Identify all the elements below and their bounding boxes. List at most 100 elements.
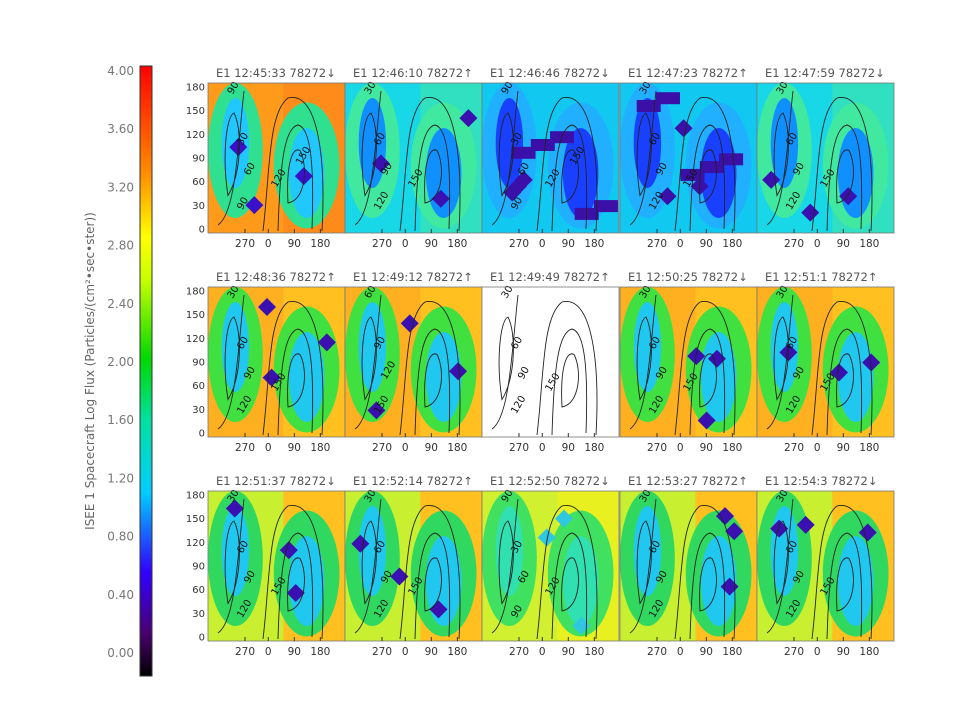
flux-region: [425, 536, 462, 626]
y-tick-label: 150: [186, 106, 205, 117]
x-tick-label: 90: [837, 646, 850, 658]
contour-line: [766, 90, 794, 226]
flux-region: [367, 401, 386, 420]
contour-line: [361, 112, 377, 197]
x-tick-label: 270: [784, 238, 804, 250]
x-tick-label: 0: [677, 238, 684, 250]
contour-line: [699, 149, 717, 204]
contour-line: [414, 328, 451, 436]
contour-line: [491, 498, 519, 634]
contour-line: [811, 97, 873, 232]
flux-region: [429, 600, 448, 619]
panel-title: E1 12:52:14 78272↑: [353, 474, 473, 488]
flux-region: [425, 128, 462, 218]
flux-region: [725, 522, 744, 541]
contour-line: [287, 557, 305, 612]
flux-region: [530, 139, 555, 151]
x-tick-label: 0: [539, 238, 546, 250]
contour-line: [636, 520, 652, 605]
x-tick-label: 270: [509, 238, 529, 250]
contour-line: [287, 149, 305, 204]
contour-line: [414, 124, 451, 232]
panel-title: E1 12:46:46 78272↓: [490, 66, 610, 80]
contour-line: [551, 124, 588, 232]
contour-line: [674, 505, 736, 640]
x-tick-label: 0: [677, 646, 684, 658]
x-tick-label: 0: [402, 646, 409, 658]
panel-title: E1 12:50:25 78272↓: [628, 270, 748, 284]
y-tick-label: 90: [192, 562, 205, 573]
flux-region: [716, 507, 734, 526]
y-tick-label: 120: [186, 130, 205, 141]
flux-region: [258, 298, 276, 317]
contour-line: [262, 505, 324, 640]
flux-region: [279, 541, 298, 560]
flux-region: [770, 519, 789, 538]
colorbar-tick-label: 4.00: [107, 64, 134, 78]
contour-line: [561, 149, 579, 204]
panel-title: E1 12:48:36 78272↑: [216, 270, 336, 284]
flux-region: [837, 332, 874, 422]
contour-line: [498, 316, 514, 401]
contour-line: [674, 301, 736, 436]
flux-region: [225, 499, 244, 518]
x-tick-label: 90: [425, 442, 438, 454]
y-tick-label: 0: [199, 633, 205, 644]
x-tick-label: 270: [372, 646, 392, 658]
colorbar: 4.00 3.60 3.20 2.80 2.40 2.00 1.60 1.20 0.80 0.40…: [83, 64, 153, 677]
x-tick-label: 90: [562, 646, 575, 658]
x-tick-label: 270: [647, 238, 667, 250]
flux-region: [221, 506, 250, 596]
contour-line: [399, 301, 461, 436]
x-tick-label: 0: [677, 442, 684, 454]
flux-region: [633, 506, 662, 596]
x-tick-label: 0: [265, 238, 272, 250]
contour-line: [217, 90, 245, 226]
x-tick-label: 270: [235, 646, 255, 658]
panel-background: [482, 287, 619, 437]
panel-title: E1 12:49:12 78272↑: [353, 270, 473, 284]
x-tick-label: 270: [647, 646, 667, 658]
contour-line: [277, 328, 314, 436]
contour-line: [689, 124, 726, 232]
flux-region: [514, 170, 533, 189]
panel-title: E1 12:51:37 78272↓: [216, 474, 336, 488]
contour-line: [277, 532, 314, 640]
x-tick-label: 180: [584, 646, 604, 658]
flux-region: [680, 168, 705, 181]
x-tick-label: 180: [447, 442, 467, 454]
x-tick-label: 90: [288, 646, 301, 658]
contour-line: [536, 301, 598, 436]
colorbar-gradient: [139, 65, 153, 677]
flux-region: [655, 92, 680, 105]
x-tick-label: 0: [539, 442, 546, 454]
flux-region: [511, 146, 536, 159]
contour-line: [354, 90, 382, 226]
y-tick-label: 60: [192, 585, 205, 596]
flux-region: [770, 302, 799, 392]
x-tick-label: 180: [859, 646, 879, 658]
x-tick-label: 270: [784, 442, 804, 454]
contour-line: [811, 301, 873, 436]
flux-region: [262, 368, 281, 387]
colorbar-tick-label: 0.00: [107, 646, 134, 660]
flux-region: [862, 353, 881, 372]
panel-title: E1 12:52:50 78272↓: [490, 474, 610, 488]
y-tick-label: 180: [186, 83, 205, 94]
flux-region: [572, 616, 591, 635]
contour-line: [836, 557, 854, 612]
x-tick-label: 270: [509, 442, 529, 454]
x-tick-label: 180: [447, 238, 467, 250]
contour-line: [636, 316, 652, 401]
x-tick-label: 0: [402, 442, 409, 454]
contour-line: [361, 316, 377, 401]
flux-region: [294, 167, 313, 186]
